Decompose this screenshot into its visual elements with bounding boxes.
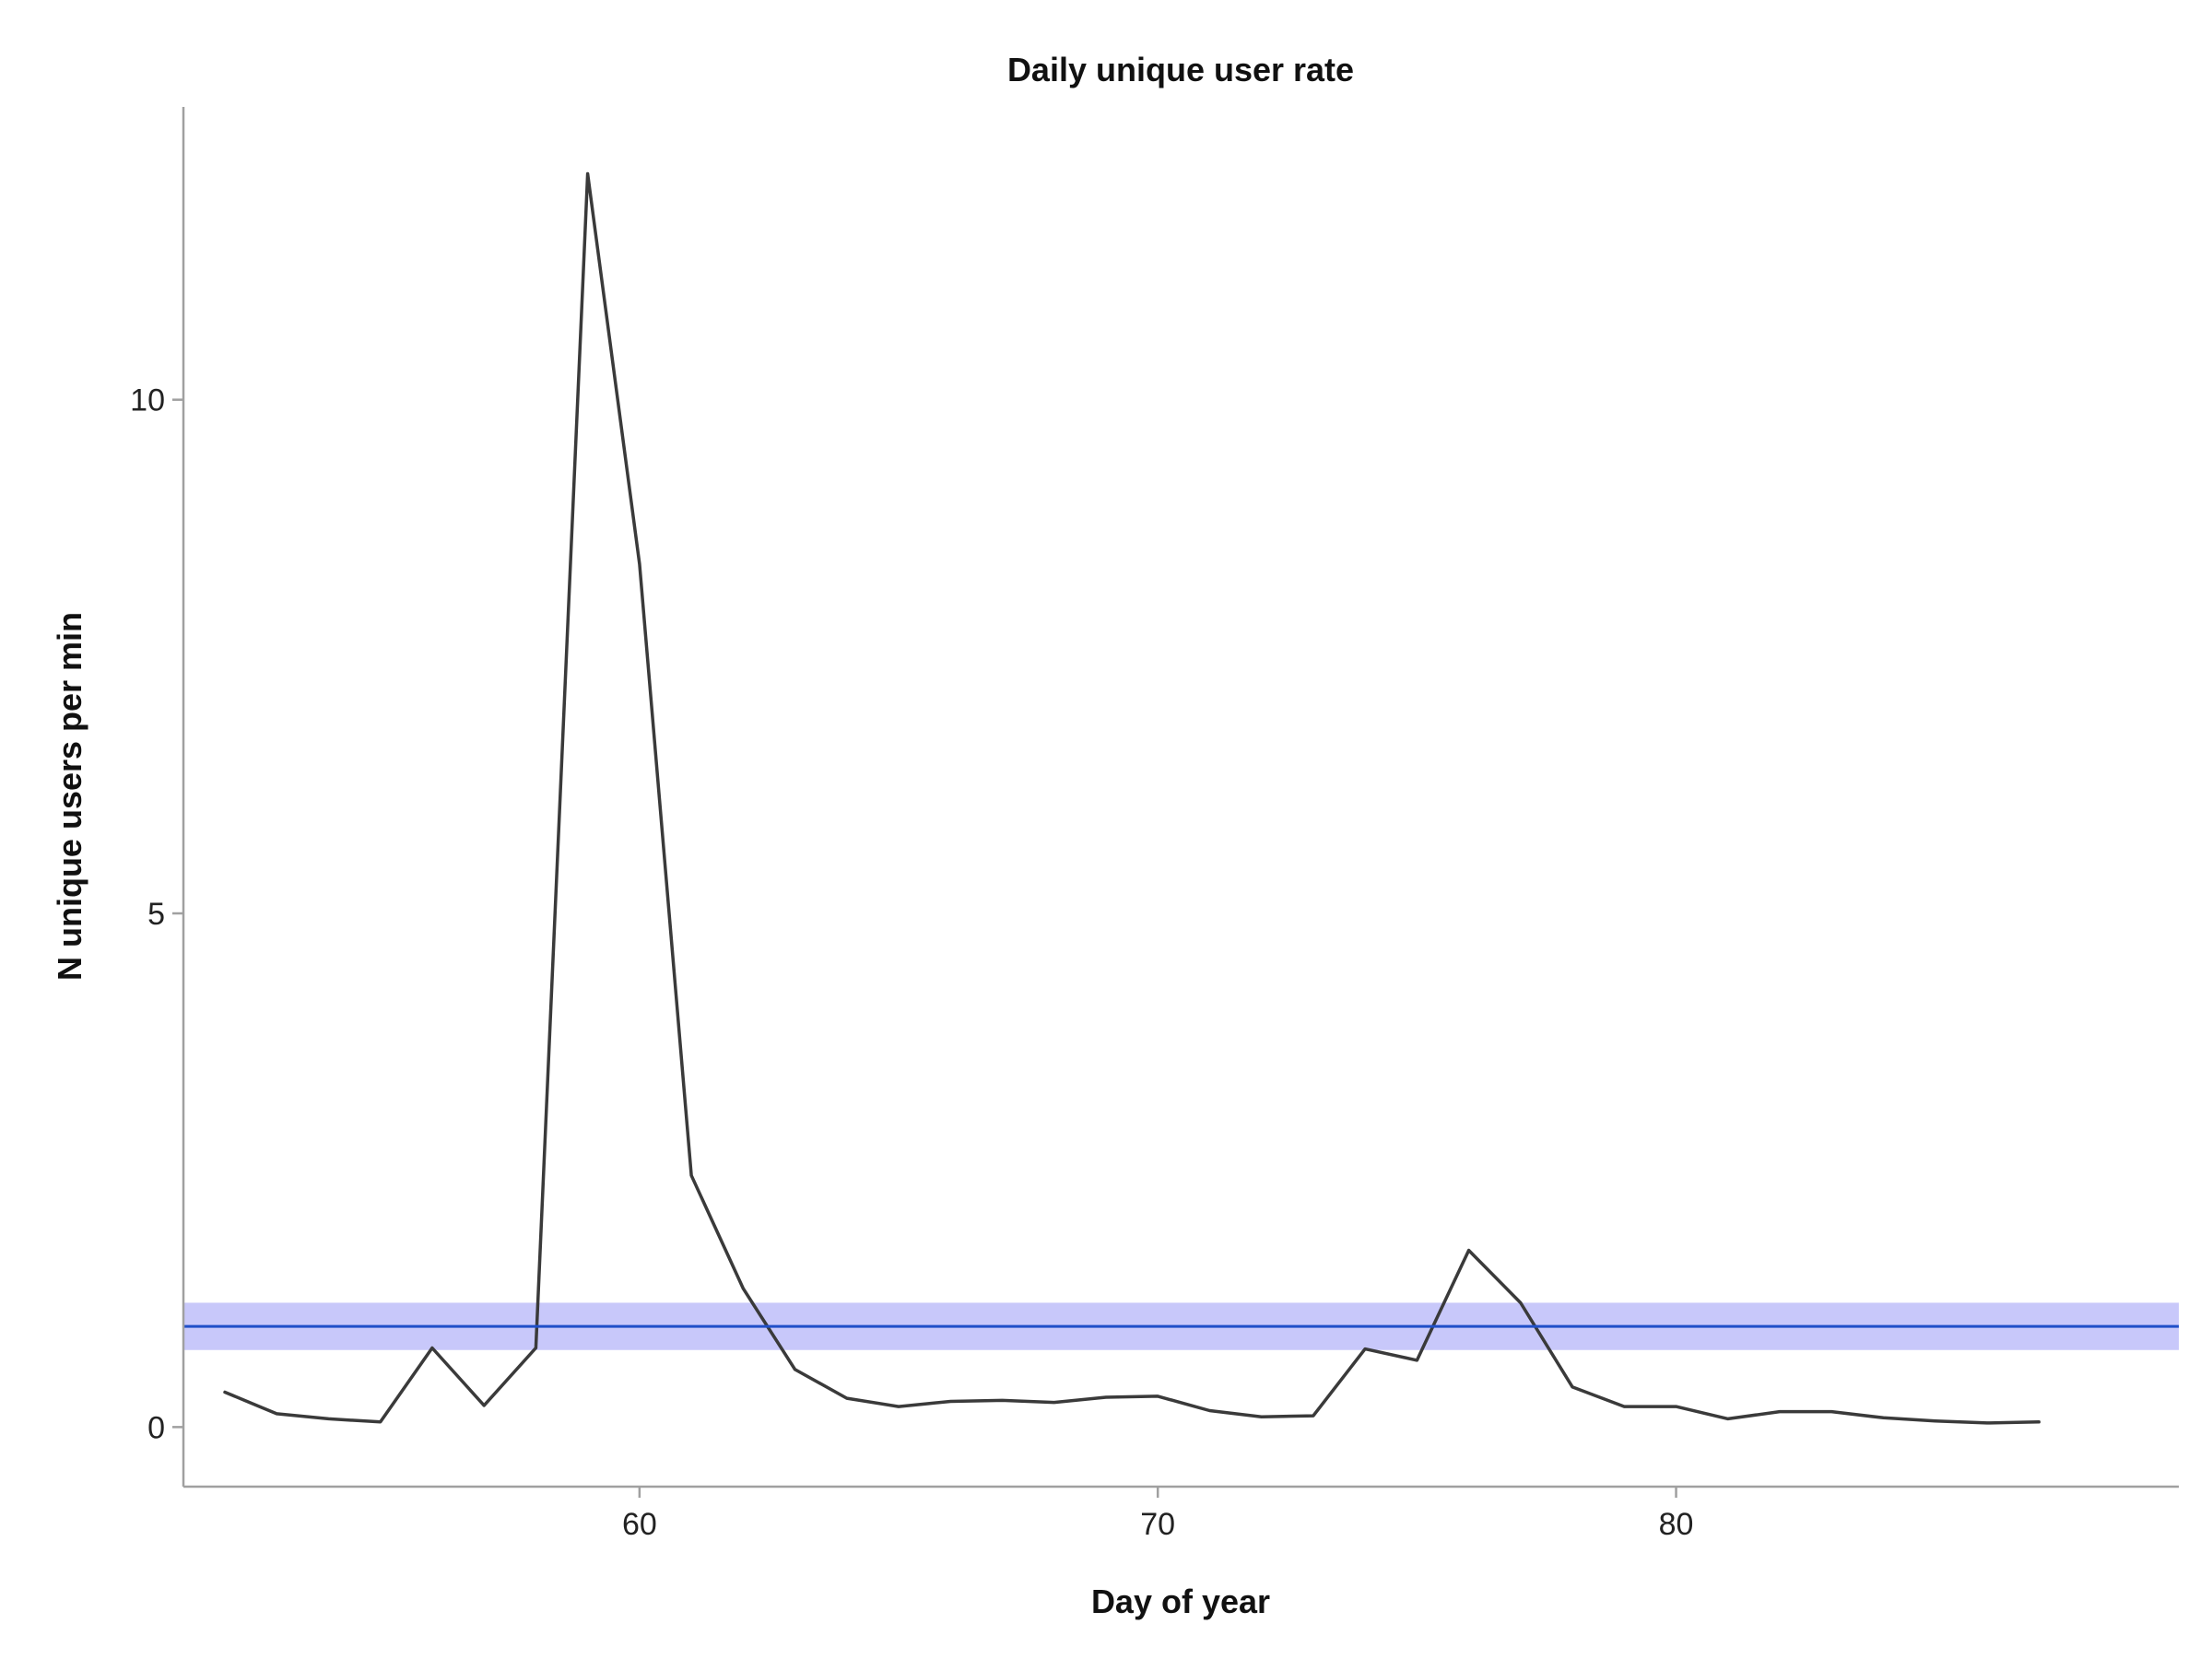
x-tick-label: 60 bbox=[622, 1507, 657, 1542]
y-tick-label: 0 bbox=[147, 1410, 165, 1445]
y-tick-label: 10 bbox=[130, 383, 165, 418]
x-tick-label: 80 bbox=[1659, 1507, 1694, 1542]
series-line bbox=[223, 171, 2041, 1425]
x-axis-ticks: 60 70 80 bbox=[622, 1487, 1694, 1542]
x-axis-label: Day of year bbox=[1091, 1583, 1270, 1620]
x-tick-label: 70 bbox=[1140, 1507, 1175, 1542]
chart-title: Daily unique user rate bbox=[1007, 51, 1354, 88]
y-axis-ticks: 0 5 10 bbox=[130, 383, 183, 1445]
series-layer bbox=[223, 171, 2041, 1425]
y-axis-label: N unique users per min bbox=[51, 612, 88, 981]
y-tick-label: 5 bbox=[147, 897, 165, 932]
